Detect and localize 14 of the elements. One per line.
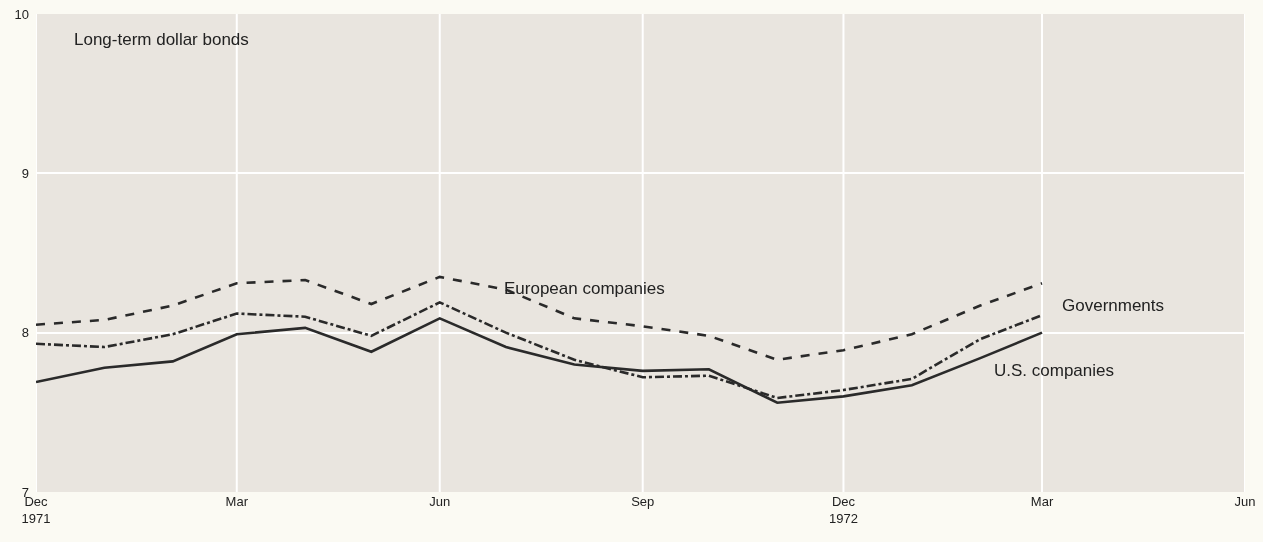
text: Long-term dollar bonds [74,30,249,49]
x-tick-label: Jun [429,494,451,509]
x-tick-label: Dec 1972 [829,494,858,526]
series-label: U.S. companies [994,361,1114,380]
series-label: European companies [504,279,665,298]
x-tick-label: Sep [631,494,655,509]
x-tick-label: Jun [1234,494,1256,509]
series-label: Governments [1062,296,1165,315]
x-tick-label: Mar [225,494,249,509]
y-tick-label: 9 [21,165,29,181]
line-series [36,275,1044,362]
y-tick-label: 8 [21,325,29,341]
x-tick-label: Mar [1030,494,1054,509]
y-tick-label: 10 [14,6,29,22]
